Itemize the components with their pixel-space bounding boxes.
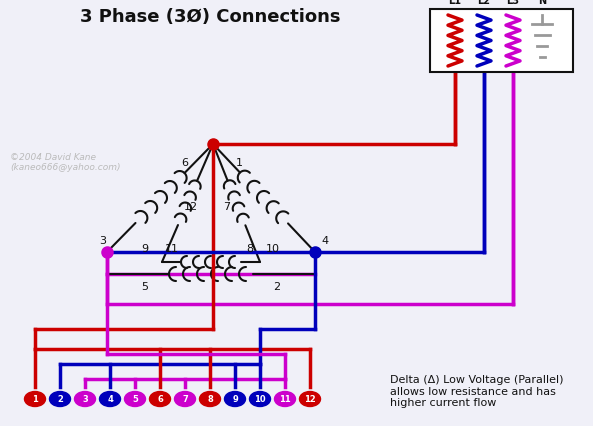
Text: N: N xyxy=(538,0,546,6)
Ellipse shape xyxy=(125,391,145,406)
Ellipse shape xyxy=(149,391,171,406)
Text: 1: 1 xyxy=(235,158,243,167)
Text: 10: 10 xyxy=(266,243,280,253)
Text: 5: 5 xyxy=(142,281,148,291)
Text: 3: 3 xyxy=(100,236,107,245)
Text: 3 Phase (3Ø) Connections: 3 Phase (3Ø) Connections xyxy=(79,8,340,26)
Text: 11: 11 xyxy=(279,394,291,403)
Text: 2: 2 xyxy=(57,394,63,403)
Text: 1: 1 xyxy=(32,394,38,403)
Ellipse shape xyxy=(75,391,95,406)
Text: 6: 6 xyxy=(181,158,189,167)
Text: 6: 6 xyxy=(157,394,163,403)
Ellipse shape xyxy=(174,391,196,406)
Text: 3: 3 xyxy=(82,394,88,403)
Text: 4: 4 xyxy=(107,394,113,403)
Text: 12: 12 xyxy=(304,394,316,403)
Ellipse shape xyxy=(275,391,295,406)
Ellipse shape xyxy=(250,391,270,406)
Text: 10: 10 xyxy=(254,394,266,403)
Bar xyxy=(430,10,573,73)
Text: Delta (Δ) Low Voltage (Parallel)
allows low resistance and has
higher current fl: Delta (Δ) Low Voltage (Parallel) allows … xyxy=(390,374,563,407)
Text: 2: 2 xyxy=(273,281,280,291)
Text: 8: 8 xyxy=(247,243,254,253)
Text: ©2004 David Kane
(kaneo666@yahoo.com): ©2004 David Kane (kaneo666@yahoo.com) xyxy=(10,153,120,172)
Ellipse shape xyxy=(49,391,71,406)
Ellipse shape xyxy=(299,391,320,406)
Text: L1: L1 xyxy=(448,0,461,6)
Text: 8: 8 xyxy=(207,394,213,403)
Ellipse shape xyxy=(100,391,120,406)
Ellipse shape xyxy=(225,391,246,406)
Text: 5: 5 xyxy=(132,394,138,403)
Ellipse shape xyxy=(24,391,46,406)
Text: 9: 9 xyxy=(142,243,149,253)
Text: 9: 9 xyxy=(232,394,238,403)
Text: 12: 12 xyxy=(184,201,198,211)
Text: L2: L2 xyxy=(477,0,490,6)
Text: L3: L3 xyxy=(506,0,519,6)
Text: 11: 11 xyxy=(165,243,179,253)
Ellipse shape xyxy=(199,391,221,406)
Text: 7: 7 xyxy=(182,394,188,403)
Text: 4: 4 xyxy=(321,236,329,245)
Text: 7: 7 xyxy=(224,201,231,211)
